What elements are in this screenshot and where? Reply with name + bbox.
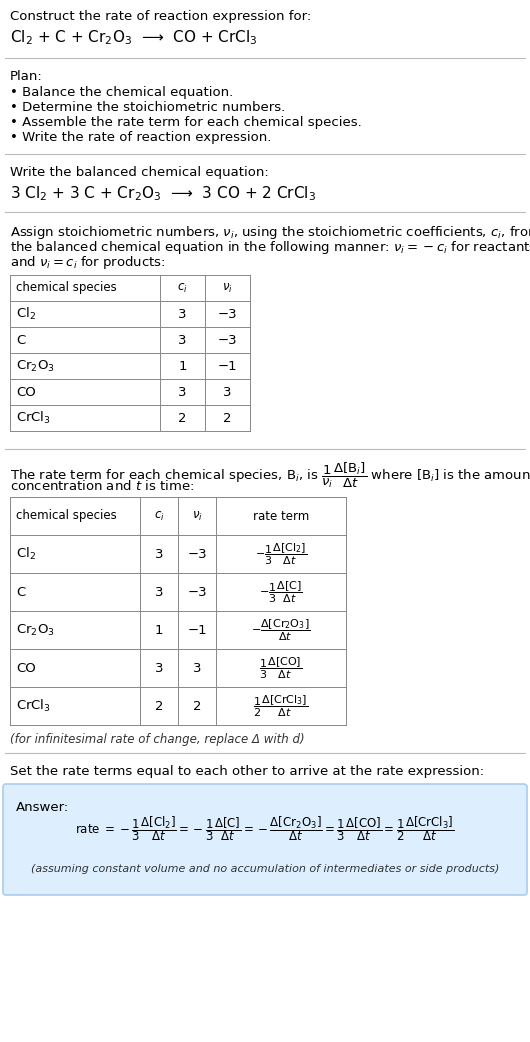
Text: −1: −1 (218, 359, 237, 372)
Text: (for infinitesimal rate of change, replace Δ with d): (for infinitesimal rate of change, repla… (10, 733, 305, 746)
Text: 2: 2 (223, 412, 232, 424)
Text: 3: 3 (178, 386, 187, 398)
Text: $c_i$: $c_i$ (154, 510, 164, 522)
Text: $\nu_i$: $\nu_i$ (191, 510, 202, 522)
Text: 3: 3 (155, 547, 163, 561)
Text: Plan:: Plan: (10, 70, 43, 83)
Text: $-\dfrac{1}{3}\dfrac{\Delta[\mathrm{Cl}_2]}{\Delta t}$: $-\dfrac{1}{3}\dfrac{\Delta[\mathrm{Cl}_… (255, 541, 307, 567)
Text: Cl$_2$: Cl$_2$ (16, 546, 36, 562)
Text: chemical species: chemical species (16, 510, 117, 522)
Text: C: C (16, 333, 25, 347)
Text: The rate term for each chemical species, B$_i$, is $\dfrac{1}{\nu_i}\dfrac{\Delt: The rate term for each chemical species,… (10, 461, 530, 491)
Text: 2: 2 (178, 412, 187, 424)
Text: the balanced chemical equation in the following manner: $\nu_i = -c_i$ for react: the balanced chemical equation in the fo… (10, 239, 530, 256)
Text: −3: −3 (187, 586, 207, 598)
Text: Cr$_2$O$_3$: Cr$_2$O$_3$ (16, 622, 55, 638)
Text: $\dfrac{1}{2}\dfrac{\Delta[\mathrm{CrCl}_3]}{\Delta t}$: $\dfrac{1}{2}\dfrac{\Delta[\mathrm{CrCl}… (253, 693, 308, 719)
Text: Write the balanced chemical equation:: Write the balanced chemical equation: (10, 166, 269, 179)
Text: $-\dfrac{\Delta[\mathrm{Cr}_2\mathrm{O}_3]}{\Delta t}$: $-\dfrac{\Delta[\mathrm{Cr}_2\mathrm{O}_… (251, 617, 311, 643)
Text: Answer:: Answer: (16, 801, 69, 814)
Text: CrCl$_3$: CrCl$_3$ (16, 410, 51, 426)
Text: $c_i$: $c_i$ (177, 281, 188, 295)
Text: • Determine the stoichiometric numbers.: • Determine the stoichiometric numbers. (10, 101, 285, 114)
Text: 3: 3 (155, 662, 163, 674)
Text: and $\nu_i = c_i$ for products:: and $\nu_i = c_i$ for products: (10, 254, 165, 271)
Text: chemical species: chemical species (16, 281, 117, 295)
Text: 2: 2 (155, 699, 163, 713)
Text: rate $= -\dfrac{1}{3}\dfrac{\Delta[\mathrm{Cl}_2]}{\Delta t} = -\dfrac{1}{3}\dfr: rate $= -\dfrac{1}{3}\dfrac{\Delta[\math… (75, 815, 455, 843)
Text: Set the rate terms equal to each other to arrive at the rate expression:: Set the rate terms equal to each other t… (10, 765, 484, 778)
Text: 3: 3 (223, 386, 232, 398)
Text: Cr$_2$O$_3$: Cr$_2$O$_3$ (16, 358, 55, 373)
Text: CO: CO (16, 662, 36, 674)
Text: 3 Cl$_2$ + 3 C + Cr$_2$O$_3$  ⟶  3 CO + 2 CrCl$_3$: 3 Cl$_2$ + 3 C + Cr$_2$O$_3$ ⟶ 3 CO + 2 … (10, 184, 316, 203)
Text: CO: CO (16, 386, 36, 398)
Text: Assign stoichiometric numbers, $\nu_i$, using the stoichiometric coefficients, $: Assign stoichiometric numbers, $\nu_i$, … (10, 224, 530, 241)
Text: −3: −3 (187, 547, 207, 561)
Text: Cl$_2$ + C + Cr$_2$O$_3$  ⟶  CO + CrCl$_3$: Cl$_2$ + C + Cr$_2$O$_3$ ⟶ CO + CrCl$_3$ (10, 28, 258, 47)
Text: • Balance the chemical equation.: • Balance the chemical equation. (10, 86, 233, 99)
Text: concentration and $t$ is time:: concentration and $t$ is time: (10, 479, 194, 493)
Text: Cl$_2$: Cl$_2$ (16, 306, 36, 322)
Text: −3: −3 (218, 333, 237, 347)
Text: −1: −1 (187, 623, 207, 637)
Text: −3: −3 (218, 307, 237, 321)
Text: 3: 3 (193, 662, 201, 674)
Text: $\nu_i$: $\nu_i$ (222, 281, 233, 295)
Text: 2: 2 (193, 699, 201, 713)
Text: C: C (16, 586, 25, 598)
Text: 1: 1 (155, 623, 163, 637)
Text: • Assemble the rate term for each chemical species.: • Assemble the rate term for each chemic… (10, 116, 362, 129)
Text: 3: 3 (178, 307, 187, 321)
Text: CrCl$_3$: CrCl$_3$ (16, 698, 51, 714)
Text: 1: 1 (178, 359, 187, 372)
Text: 3: 3 (178, 333, 187, 347)
Text: 3: 3 (155, 586, 163, 598)
Text: • Write the rate of reaction expression.: • Write the rate of reaction expression. (10, 131, 271, 144)
Text: rate term: rate term (253, 510, 309, 522)
Text: (assuming constant volume and no accumulation of intermediates or side products): (assuming constant volume and no accumul… (31, 864, 499, 874)
Text: $\dfrac{1}{3}\dfrac{\Delta[\mathrm{CO}]}{\Delta t}$: $\dfrac{1}{3}\dfrac{\Delta[\mathrm{CO}]}… (259, 655, 303, 680)
Text: Construct the rate of reaction expression for:: Construct the rate of reaction expressio… (10, 10, 311, 23)
Text: $-\dfrac{1}{3}\dfrac{\Delta[\mathrm{C}]}{\Delta t}$: $-\dfrac{1}{3}\dfrac{\Delta[\mathrm{C}]}… (259, 579, 303, 604)
FancyBboxPatch shape (3, 784, 527, 895)
